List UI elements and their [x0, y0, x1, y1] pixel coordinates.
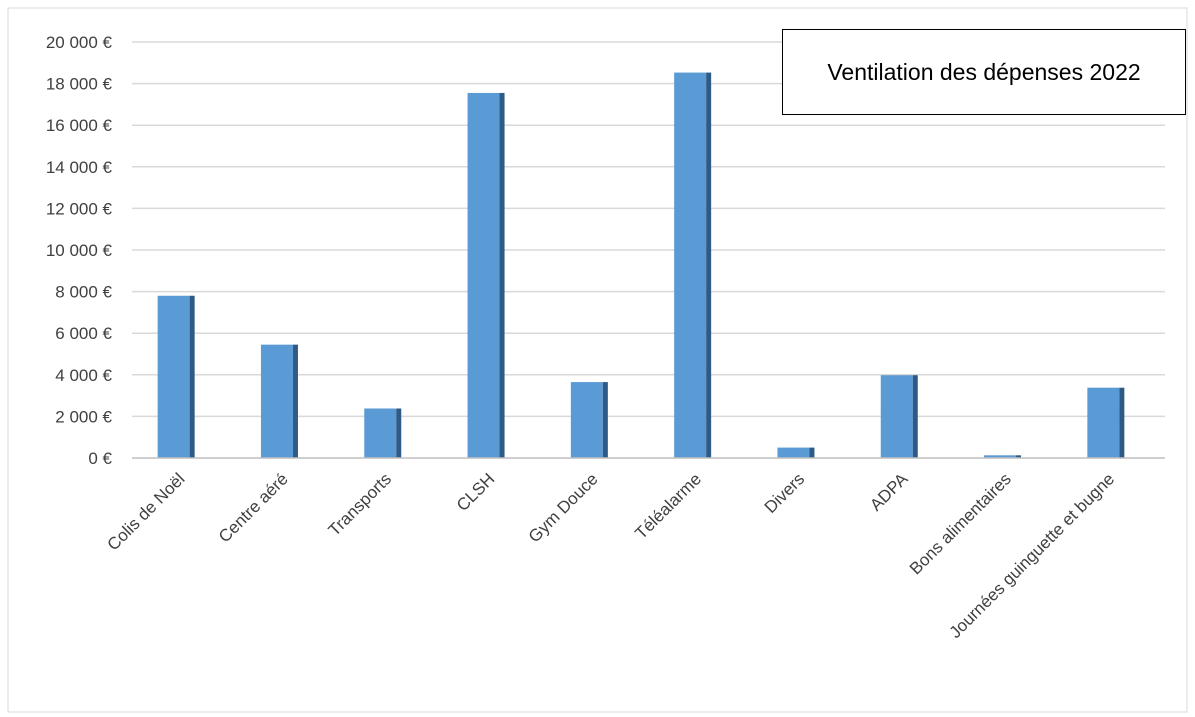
y-axis-tick-labels: 0 € 2 000 € 4 000 € 6 000 € 8 000 € 10 000 € 1…	[46, 33, 113, 468]
y-tick-label: 18 000 €	[46, 75, 113, 94]
chart-title: Ventilation des dépenses 2022	[782, 29, 1186, 115]
bar-side	[292, 344, 298, 458]
y-tick-label: 4 000 €	[55, 366, 112, 385]
y-tick-label: 2 000 €	[55, 407, 112, 426]
bar-side	[499, 92, 505, 459]
bar	[777, 447, 810, 458]
bar	[880, 375, 913, 458]
y-tick-label: 12 000 €	[46, 199, 113, 218]
bar	[364, 408, 397, 458]
bar-side	[1016, 455, 1022, 458]
bars	[157, 72, 1125, 459]
bar	[570, 382, 603, 458]
y-tick-label: 20 000 €	[46, 33, 113, 52]
gridlines	[132, 41, 1165, 418]
bar-side	[912, 375, 918, 458]
bar-side	[706, 72, 712, 459]
y-tick-label: 6 000 €	[55, 324, 112, 343]
bar	[674, 72, 707, 459]
y-tick-label: 8 000 €	[55, 283, 112, 302]
bar	[467, 92, 500, 459]
bar	[157, 295, 190, 458]
bar	[984, 455, 1017, 458]
bar-side	[189, 295, 195, 458]
bar-side	[809, 447, 815, 458]
y-tick-label: 14 000 €	[46, 158, 113, 177]
y-tick-label: 0 €	[88, 449, 112, 468]
bar-side	[1119, 387, 1125, 458]
y-tick-label: 16 000 €	[46, 116, 113, 135]
bar	[1087, 387, 1120, 458]
bar	[260, 344, 293, 458]
y-tick-label: 10 000 €	[46, 241, 113, 260]
bar-side	[396, 408, 402, 458]
bar-side	[602, 382, 608, 458]
